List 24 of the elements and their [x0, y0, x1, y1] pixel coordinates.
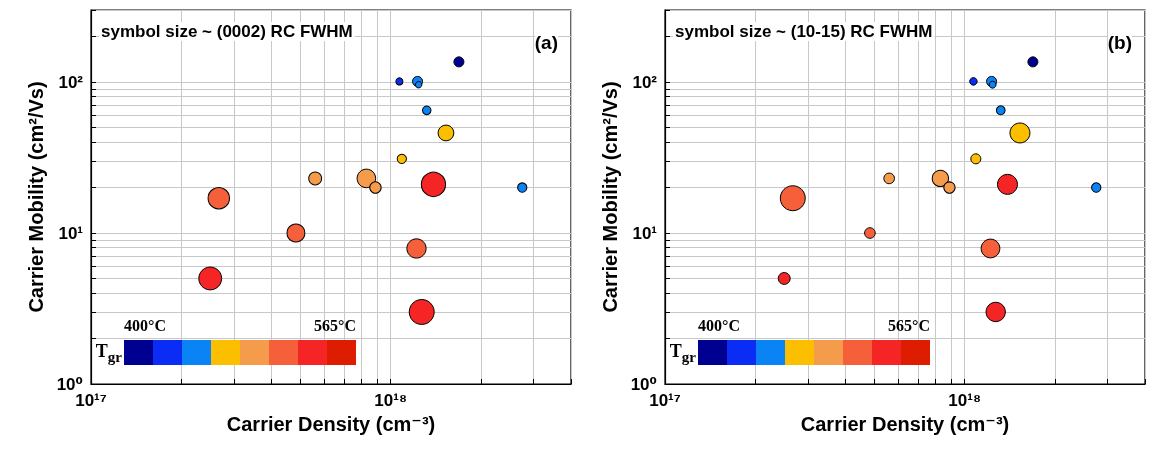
annotation: 400°C	[698, 317, 740, 335]
annotation: 565°C	[888, 317, 930, 335]
annotation: (b)	[1107, 32, 1132, 54]
y-axis-title: Carrier Mobility (cm²/Vs)	[24, 81, 47, 313]
x-axis-title: Carrier Density (cm⁻³)	[800, 413, 1010, 435]
annotation: 400°C	[124, 317, 166, 335]
y-tick-label: 10⁰	[56, 374, 83, 394]
text: symbol size ~ (10-15) RC FWHM	[675, 22, 933, 41]
x-tick-label: 10¹⁸	[374, 391, 407, 410]
x-axis-title: Carrier Density (cm⁻³)	[226, 413, 436, 435]
y-tick-label: 10¹	[632, 223, 658, 243]
text: symbol size ~ (0002) RC FWHM	[101, 22, 353, 41]
y-axis-title: Carrier Mobility (cm²/Vs)	[598, 81, 621, 313]
y-tick-label: 10²	[58, 72, 84, 92]
y-tick-label: 10⁰	[630, 374, 657, 394]
annotation: (a)	[534, 32, 558, 54]
y-tick-label: 10¹	[58, 223, 84, 243]
x-tick-label: 10¹⁸	[948, 391, 981, 410]
annotation: T$_{gr}$	[669, 341, 696, 366]
x-tick-label: 10¹⁷	[75, 391, 107, 410]
x-tick-label: 10¹⁷	[649, 391, 681, 410]
annotation: 565°C	[314, 317, 356, 335]
y-tick-label: 10²	[632, 72, 658, 92]
annotation: T$_{gr}$	[95, 341, 122, 366]
